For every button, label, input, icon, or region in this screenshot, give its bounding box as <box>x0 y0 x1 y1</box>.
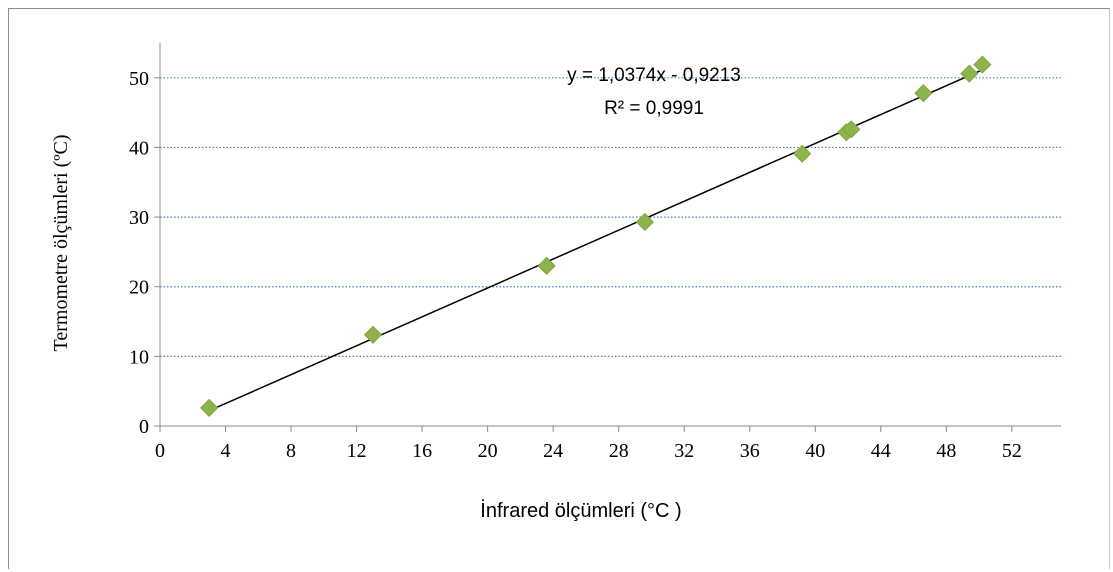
axes <box>159 43 1061 427</box>
data-point <box>537 256 556 275</box>
x-tick-label: 0 <box>155 440 165 462</box>
y-ticks: 0 10 20 30 40 50 <box>129 68 160 438</box>
x-tick-label: 8 <box>286 440 296 462</box>
x-tick-label: 24 <box>543 440 563 462</box>
chart-frame: 0 4 8 12 16 20 24 28 32 36 40 44 48 52 0 10 20 30 40 50 y … <box>8 8 1110 569</box>
y-axis-label: Termometre ölçümleri (ºC) <box>50 135 72 352</box>
gridlines <box>160 77 1061 357</box>
y-tick-label: 40 <box>129 137 149 159</box>
x-tick-label: 44 <box>871 440 891 462</box>
data-point <box>914 84 933 103</box>
data-point <box>973 55 992 74</box>
x-axis-label: İnfrared ölçümleri (°C ) <box>480 499 681 522</box>
data-point <box>793 144 812 163</box>
data-point <box>842 120 861 139</box>
y-tick-label: 50 <box>129 68 149 90</box>
data-point <box>363 325 383 344</box>
data-point <box>200 398 219 417</box>
data-point <box>960 64 979 83</box>
trendline-r2: R² = 0,9991 <box>604 98 704 119</box>
x-tick-label: 12 <box>347 440 367 462</box>
x-tick-label: 48 <box>936 440 956 462</box>
x-ticks: 0 4 8 12 16 20 24 28 32 36 40 44 48 52 <box>155 426 1022 462</box>
y-tick-label: 30 <box>129 207 149 229</box>
data-point <box>635 212 654 232</box>
x-tick-label: 28 <box>609 440 629 462</box>
x-tick-label: 40 <box>805 440 825 462</box>
x-tick-label: 32 <box>674 440 694 462</box>
trendline <box>208 69 983 412</box>
x-tick-label: 4 <box>221 440 231 462</box>
y-tick-label: 10 <box>129 346 149 368</box>
x-tick-label: 52 <box>1002 440 1022 462</box>
data-points <box>200 55 992 417</box>
trendline-equation: y = 1,0374x - 0,9213 <box>567 65 741 86</box>
y-tick-label: 0 <box>139 416 149 438</box>
y-tick-label: 20 <box>129 277 149 299</box>
x-tick-label: 20 <box>478 440 498 462</box>
x-tick-label: 36 <box>740 440 760 462</box>
x-tick-label: 16 <box>412 440 432 462</box>
